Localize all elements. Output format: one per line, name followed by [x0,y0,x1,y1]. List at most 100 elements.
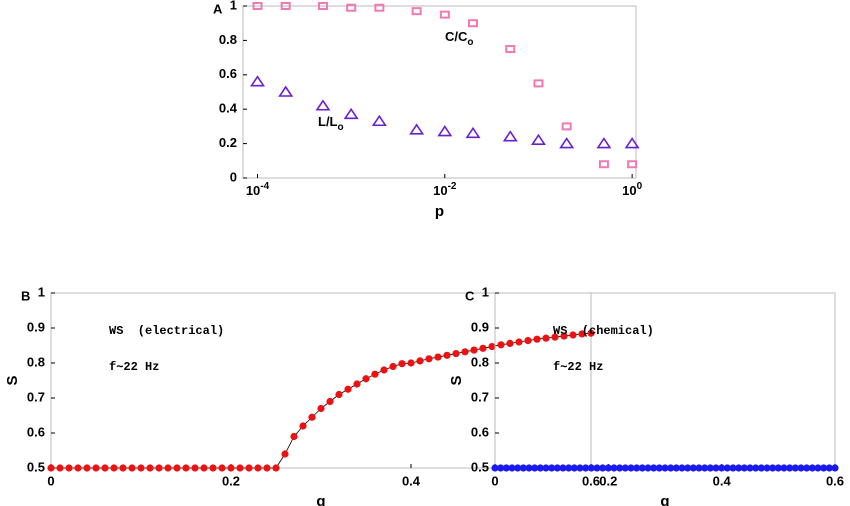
y-axis-label: S [4,375,21,385]
dot-marker [272,464,280,472]
square-marker [317,2,328,10]
dot-marker [155,464,163,472]
square-marker [346,3,357,12]
dot-marker [797,464,805,472]
dot-marker [443,351,451,359]
dot-marker [644,464,652,472]
tick-base: 10 [246,183,260,198]
y-tick-label: 0.5 [27,459,45,474]
dot-marker [587,329,595,337]
annotation: WS (chemical) [553,324,654,338]
dot-marker [65,464,73,472]
series-line [51,332,592,469]
y-tick-label: 0.6 [219,66,237,81]
triangle-marker [343,107,359,120]
dot-marker [604,464,612,472]
dot-marker [689,464,697,472]
dot-marker [47,464,55,472]
dot-marker [763,464,771,472]
x-tick-label: 0.6 [582,473,600,488]
dot-marker [559,464,567,472]
dot-marker [633,464,641,472]
dot-marker [502,464,510,472]
annotation: f∼22 Hz [553,360,603,374]
dot-marker [245,464,253,472]
dot-marker [769,464,777,472]
dot-marker [299,422,307,430]
y-tick-label: 0.6 [27,424,45,439]
panel-label: C [465,288,475,303]
square-marker [533,79,544,88]
dot-marker [565,464,573,472]
dot-marker [729,464,737,472]
dot-marker [542,334,550,342]
square-marker [598,160,609,169]
x-tick-label: 0.4 [402,473,421,488]
label-main: C/C [445,29,468,44]
triangle-marker [250,75,266,87]
plot-frame [494,292,836,469]
square-marker [280,2,291,10]
dot-marker [182,464,190,472]
dot-marker [621,464,629,472]
triangle-marker [278,85,294,97]
dot-marker [757,464,765,472]
x-axis-label: g [316,493,325,506]
dot-marker [667,464,675,472]
dot-marker [110,464,118,472]
triangle-marker [315,99,331,111]
dot-marker [398,360,406,368]
square-marker [411,7,422,16]
label-sub: o [338,122,344,133]
dot-marker [491,464,499,472]
dot-marker [774,464,782,472]
square-marker [561,122,572,131]
dot-marker [735,464,743,472]
dot-marker [525,464,533,472]
dot-marker [548,464,556,472]
y-tick-label: 0.8 [471,354,489,369]
dot-marker [506,339,514,347]
dot-marker [655,464,663,472]
dot-marker [746,464,754,472]
dot-marker [290,432,298,441]
dot-marker [569,331,577,339]
dot-marker [695,464,703,472]
y-tick-label: 0.9 [27,319,45,334]
dot-marker [362,375,370,383]
square-marker [439,10,450,19]
y-tick-label: 0.7 [471,389,489,404]
dot-marker [593,464,601,472]
triangle-marker [409,123,425,135]
series-label: L/Lo [318,114,344,132]
dot-marker [389,362,397,371]
dot-marker [533,335,541,343]
dot-marker [344,385,352,393]
annotation: f∼22 Hz [109,360,159,374]
triangle-marker [596,137,612,149]
dot-marker [488,342,496,351]
dot-marker [407,359,415,367]
dot-marker [551,333,559,341]
square-marker [505,45,516,53]
square-marker [252,2,263,10]
dot-marker [587,464,595,472]
dot-marker [723,464,731,472]
dot-marker [470,346,478,354]
dot-marker [353,380,361,388]
dot-marker [335,390,343,399]
dot-marker [425,355,433,363]
dot-marker [684,464,692,472]
dot-marker [497,341,505,349]
dot-marker [661,464,669,472]
y-tick-label: 0.8 [27,354,45,369]
dot-marker [218,464,226,472]
dot-marker [119,464,127,472]
triangle-marker [465,126,481,139]
dot-marker [200,464,208,472]
triangle-marker [530,133,546,145]
tick-exponent: 0 [637,181,643,192]
triangle-marker [624,137,640,149]
dot-marker [173,464,181,472]
